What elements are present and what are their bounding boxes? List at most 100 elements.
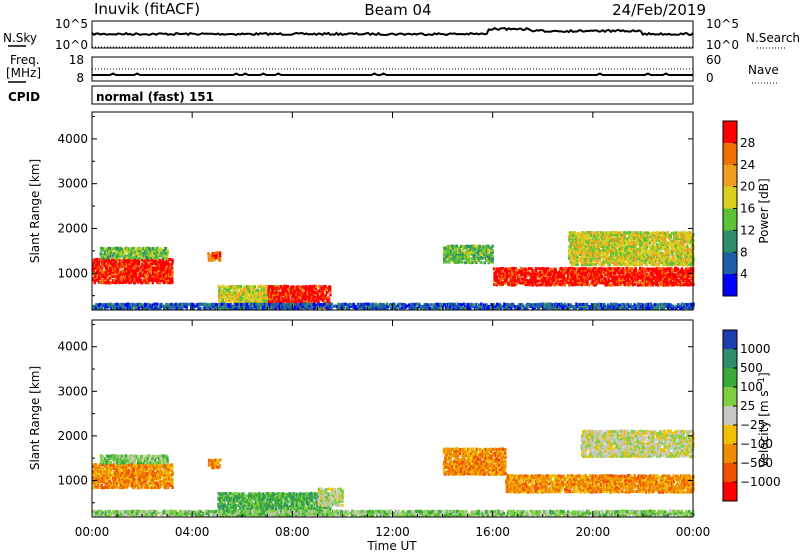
scatter-cell bbox=[393, 302, 396, 306]
scatter-cell bbox=[566, 271, 569, 275]
scatter-cell bbox=[534, 267, 538, 271]
power-scatter-cells bbox=[92, 230, 695, 310]
scatter-cell bbox=[639, 277, 642, 281]
scatter-cell bbox=[690, 261, 693, 265]
scatter-cell bbox=[675, 247, 678, 251]
scatter-cell bbox=[652, 263, 655, 266]
scatter-cell bbox=[155, 262, 159, 266]
scatter-cell bbox=[151, 274, 154, 278]
scatter-cell bbox=[574, 233, 578, 237]
scatter-cell bbox=[559, 275, 563, 279]
scatter-cell bbox=[584, 253, 588, 257]
scatter-cell bbox=[314, 287, 318, 291]
scatter-cell bbox=[671, 249, 674, 253]
scatter-cell bbox=[568, 281, 571, 285]
scatter-cell bbox=[262, 305, 265, 308]
scatter-cell bbox=[661, 235, 664, 239]
scatter-cell bbox=[629, 261, 633, 265]
scatter-cell bbox=[591, 262, 595, 266]
scatter-cell bbox=[282, 306, 286, 310]
scatter-cell bbox=[301, 302, 304, 306]
scatter-cell bbox=[261, 302, 265, 306]
scatter-cell bbox=[596, 306, 599, 310]
scatter-cell bbox=[611, 277, 614, 281]
scatter-cell bbox=[467, 302, 470, 306]
scatter-cell bbox=[485, 303, 489, 307]
scatter-cell bbox=[631, 263, 635, 267]
scatter-cell bbox=[643, 237, 646, 241]
scatter-cell bbox=[157, 264, 160, 268]
scatter-cell bbox=[146, 262, 149, 266]
scatter-cell bbox=[643, 283, 647, 287]
scatter-cell bbox=[677, 245, 681, 248]
scatter-cell bbox=[672, 247, 675, 251]
scatter-cell bbox=[633, 243, 636, 247]
scatter-cell bbox=[436, 305, 439, 309]
scatter-cell bbox=[611, 251, 614, 255]
scatter-cell bbox=[340, 306, 343, 310]
scatter-cell bbox=[495, 277, 498, 281]
scatter-cell bbox=[499, 267, 503, 270]
scatter-cell bbox=[127, 278, 130, 282]
scatter-cell bbox=[171, 258, 174, 262]
scatter-cell bbox=[664, 280, 667, 284]
scatter-cell bbox=[634, 255, 638, 259]
scatter-cell bbox=[675, 239, 678, 243]
scatter-cell bbox=[525, 271, 528, 275]
scatter-cell bbox=[254, 295, 258, 299]
scatter-cell bbox=[112, 258, 115, 262]
scatter-cell bbox=[599, 271, 603, 274]
scatter-cell bbox=[161, 260, 165, 264]
scatter-cell bbox=[612, 232, 615, 236]
scatter-cell bbox=[159, 274, 163, 278]
scatter-cell bbox=[612, 241, 615, 245]
scatter-cell bbox=[596, 269, 599, 273]
scatter-cell bbox=[146, 264, 149, 268]
scatter-cell bbox=[576, 267, 579, 271]
scatter-cell bbox=[638, 254, 641, 258]
scatter-cell bbox=[690, 255, 693, 259]
scatter-cell bbox=[163, 249, 166, 253]
scatter-cell bbox=[253, 285, 256, 289]
scatter-cell bbox=[232, 297, 236, 301]
scatter-cell bbox=[605, 283, 608, 287]
scatter-cell bbox=[525, 283, 528, 287]
scatter-cell bbox=[599, 277, 603, 281]
scatter-cell bbox=[505, 269, 508, 273]
scatter-cell bbox=[398, 306, 402, 310]
scatter-cell bbox=[110, 252, 113, 256]
scatter-cell bbox=[230, 293, 233, 297]
scatter-cell bbox=[206, 303, 209, 307]
scatter-cell bbox=[633, 231, 636, 235]
scatter-cell bbox=[102, 248, 105, 252]
scatter-cell bbox=[668, 253, 671, 257]
scatter-cell bbox=[587, 235, 590, 239]
scatter-cell bbox=[609, 305, 613, 309]
scatter-cell bbox=[652, 233, 656, 237]
scatter-cell bbox=[675, 235, 678, 239]
scatter-cell bbox=[572, 249, 575, 253]
scatter-cell bbox=[377, 306, 380, 310]
scatter-cell bbox=[256, 304, 259, 308]
scatter-cell bbox=[483, 303, 486, 307]
scatter-cell bbox=[285, 287, 288, 291]
scatter-cell bbox=[590, 259, 593, 263]
scatter-cell bbox=[591, 279, 595, 283]
scatter-cell bbox=[579, 237, 582, 241]
scatter-cell bbox=[519, 274, 522, 278]
scatter-cell bbox=[647, 251, 650, 255]
scatter-cell bbox=[519, 281, 522, 285]
scatter-cell bbox=[639, 237, 642, 240]
scatter-cell bbox=[280, 297, 283, 301]
scatter-cell bbox=[472, 252, 475, 256]
scatter-cell bbox=[105, 271, 109, 275]
scatter-cell bbox=[593, 233, 596, 237]
scatter-cell bbox=[301, 285, 304, 289]
scatter-cell bbox=[257, 285, 261, 289]
scatter-cell bbox=[261, 286, 265, 290]
scatter-cell bbox=[604, 270, 607, 274]
scatter-cell bbox=[558, 302, 562, 306]
scatter-cell bbox=[629, 303, 632, 307]
scatter-cell bbox=[603, 302, 606, 306]
scatter-cell bbox=[572, 233, 575, 237]
